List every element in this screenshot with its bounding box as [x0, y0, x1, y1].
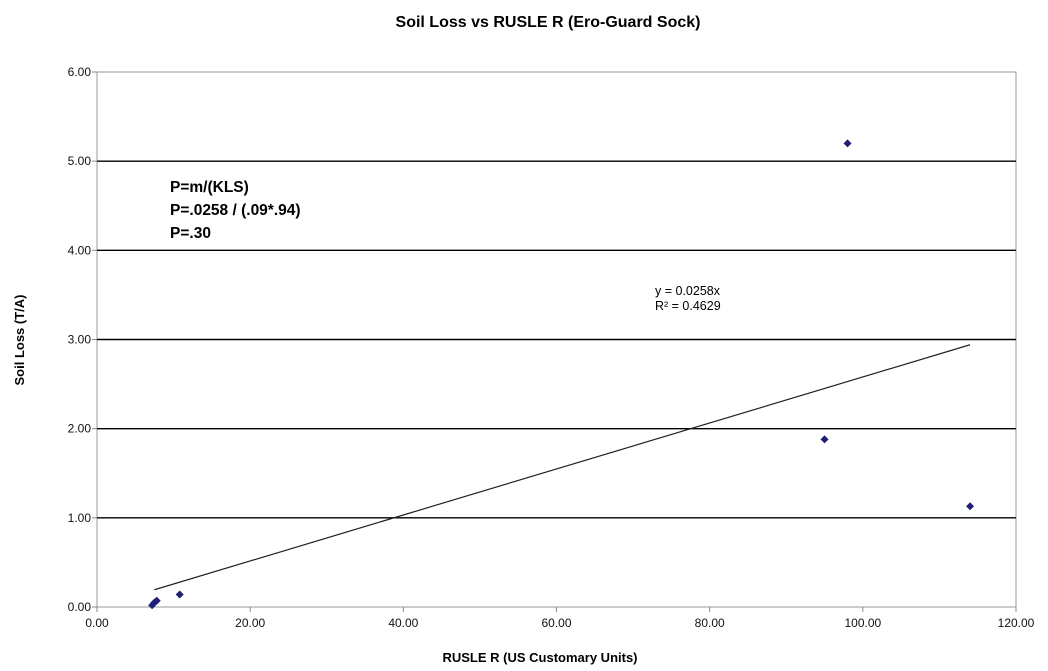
- y-tick-label: 6.00: [68, 65, 92, 79]
- y-tick-label: 4.00: [68, 243, 92, 257]
- x-tick-labels: 0.00 20.00 40.00 60.00 80.00 100.00 120.00: [85, 616, 1034, 630]
- axes: [92, 71, 1017, 612]
- trendline-equation-text: y = 0.0258x: [655, 284, 721, 298]
- annotation-line-3: P=.30: [170, 225, 211, 242]
- y-tick-labels: 0.00 1.00 2.00 3.00 4.00 5.00 6.00: [68, 65, 92, 614]
- y-axis-title: Soil Loss (T/A): [12, 295, 27, 386]
- trendline: [154, 344, 971, 591]
- data-point: [966, 502, 975, 511]
- annotation-line-1: P=m/(KLS): [170, 179, 249, 196]
- y-tick-label: 1.00: [68, 511, 92, 525]
- trendline-group: [154, 344, 971, 591]
- x-tick-label: 80.00: [695, 616, 725, 630]
- x-tick-label: 60.00: [541, 616, 571, 630]
- data-point: [175, 590, 184, 599]
- chart-title: Soil Loss vs RUSLE R (Ero-Guard Sock): [396, 14, 701, 31]
- data-point: [152, 596, 161, 605]
- x-tick-label: 40.00: [388, 616, 418, 630]
- trendline-r2-text: R² = 0.4629: [655, 299, 721, 313]
- plot-area: [92, 71, 1017, 612]
- y-tick-label: 2.00: [68, 422, 92, 436]
- y-tick-label: 5.00: [68, 154, 92, 168]
- x-tick-label: 0.00: [85, 616, 109, 630]
- x-tick-label: 20.00: [235, 616, 265, 630]
- gridlines: [97, 160, 1016, 519]
- data-points: [148, 139, 975, 610]
- annotation-line-2: P=.0258 / (.09*.94): [170, 202, 301, 219]
- x-axis-title: RUSLE R (US Customary Units): [442, 650, 637, 665]
- formula-annotation: P=m/(KLS) P=.0258 / (.09*.94) P=.30: [170, 179, 301, 242]
- y-tick-label: 3.00: [68, 333, 92, 347]
- x-tick-label: 120.00: [998, 616, 1035, 630]
- data-point: [843, 139, 852, 148]
- trendline-equation: y = 0.0258x R² = 0.4629: [655, 284, 721, 313]
- y-tick-label: 0.00: [68, 600, 92, 614]
- x-tick-label: 100.00: [844, 616, 881, 630]
- data-point: [820, 435, 829, 444]
